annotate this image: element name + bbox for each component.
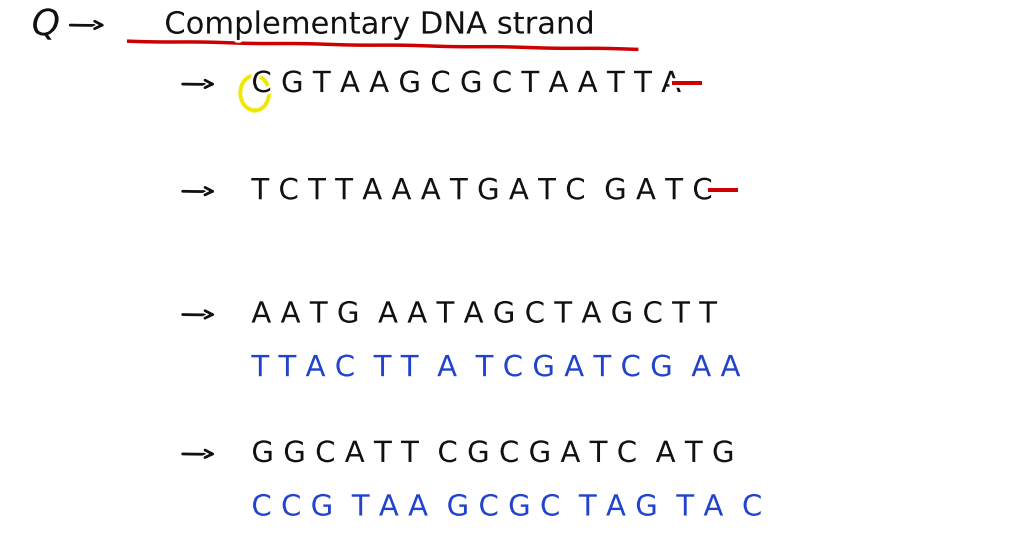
Text: A A T G  A A T A G C T A G C T T: A A T G A A T A G C T A G C T T xyxy=(251,301,716,329)
Text: —: — xyxy=(671,66,703,99)
Text: C C G  T A A  G C G C  T A G  T A  C: C C G T A A G C G C T A G T A C xyxy=(251,493,761,521)
Text: T T A C  T T  A  T C G A T C G  A A: T T A C T T A T C G A T C G A A xyxy=(251,354,739,382)
Text: Q: Q xyxy=(32,8,60,42)
Text: Complementary DNA strand: Complementary DNA strand xyxy=(164,11,594,40)
Text: G G C A T T  C G C G A T C  A T G: G G C A T T C G C G A T C A T G xyxy=(251,440,733,468)
Text: C G T A A G C G C T A A T T A: C G T A A G C G C T A A T T A xyxy=(251,70,680,98)
Text: T C T T A A A T G A T C  G A T C: T C T T A A A T G A T C G A T C xyxy=(251,178,712,206)
Text: —: — xyxy=(707,173,739,206)
